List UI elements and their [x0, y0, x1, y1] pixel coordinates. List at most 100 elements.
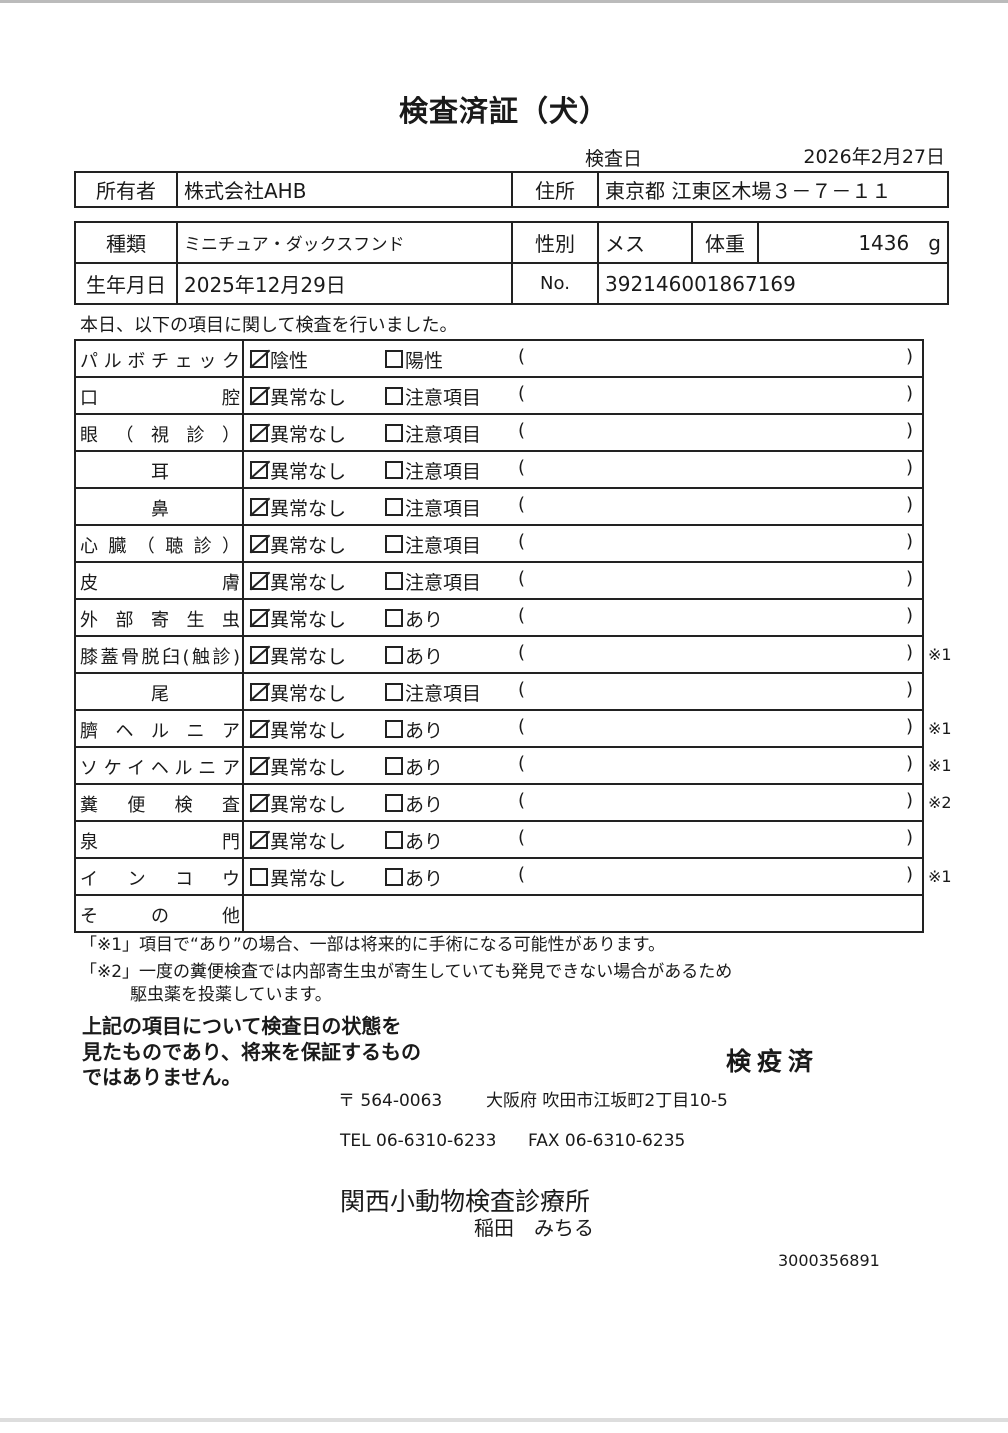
checkbox-icon[interactable]: [385, 831, 403, 849]
exam-option-abnormal[interactable]: 注意項目: [385, 531, 481, 558]
checkbox-icon[interactable]: [250, 424, 268, 442]
disclaimer-line-3: ではありません。: [82, 1065, 242, 1089]
checkbox-icon[interactable]: [385, 498, 403, 516]
exam-option-abnormal[interactable]: 注意項目: [385, 679, 481, 706]
remarks-open-paren: (: [518, 420, 526, 441]
column-divider: [242, 711, 244, 748]
sex-label: 性別: [511, 221, 599, 264]
exam-item-name: その他: [80, 906, 240, 927]
exam-option-abnormal[interactable]: あり: [385, 605, 443, 632]
checkbox-icon[interactable]: [250, 350, 268, 368]
option-label: 注意項目: [405, 535, 482, 557]
exam-option-normal[interactable]: 異常なし: [250, 605, 346, 632]
exam-option-normal[interactable]: 異常なし: [250, 716, 346, 743]
address-label: 住所: [511, 171, 599, 208]
exam-option-normal[interactable]: 異常なし: [250, 531, 346, 558]
option-label: 異常なし: [270, 461, 347, 483]
remarks-open-paren: (: [518, 864, 526, 885]
exam-option-abnormal[interactable]: 注意項目: [385, 383, 481, 410]
exam-row: 心臓（聴診） 異常なし 注意項目 (): [76, 526, 922, 563]
exam-option-abnormal[interactable]: 陽性: [385, 346, 443, 373]
checkbox-icon[interactable]: [385, 646, 403, 664]
checkbox-icon[interactable]: [385, 683, 403, 701]
remarks-close-paren: ): [906, 346, 914, 367]
column-divider: [242, 674, 244, 711]
exam-option-normal[interactable]: 異常なし: [250, 383, 346, 410]
checkbox-icon[interactable]: [385, 387, 403, 405]
checkbox-icon[interactable]: [250, 461, 268, 479]
checkbox-icon[interactable]: [385, 609, 403, 627]
checkbox-icon[interactable]: [385, 794, 403, 812]
dob-value: 2025年12月29日: [176, 262, 513, 305]
column-divider: [242, 822, 244, 859]
exam-option-normal[interactable]: 異常なし: [250, 568, 346, 595]
remarks-open-paren: (: [518, 790, 526, 811]
weight-unit: g: [928, 230, 941, 255]
checkbox-icon[interactable]: [250, 831, 268, 849]
column-divider: [242, 748, 244, 785]
remarks-open-paren: (: [518, 827, 526, 848]
exam-option-abnormal[interactable]: あり: [385, 827, 443, 854]
checkbox-icon[interactable]: [250, 757, 268, 775]
remarks-close-paren: ): [906, 383, 914, 404]
column-divider: [242, 378, 244, 415]
exam-option-normal[interactable]: 異常なし: [250, 864, 346, 891]
checkbox-icon[interactable]: [250, 572, 268, 590]
exam-option-normal[interactable]: 異常なし: [250, 457, 346, 484]
checkbox-icon[interactable]: [385, 350, 403, 368]
no-value: 392146001867169: [597, 262, 949, 305]
disclaimer-line-2: 見たものであり、将来を保証するもの: [82, 1040, 421, 1064]
checkbox-icon[interactable]: [385, 461, 403, 479]
exam-option-normal[interactable]: 異常なし: [250, 420, 346, 447]
exam-option-normal[interactable]: 異常なし: [250, 827, 346, 854]
checkbox-icon[interactable]: [385, 572, 403, 590]
checkbox-icon[interactable]: [250, 535, 268, 553]
checkbox-icon[interactable]: [250, 868, 268, 886]
exam-option-abnormal[interactable]: あり: [385, 642, 443, 669]
checkbox-icon[interactable]: [385, 757, 403, 775]
option-label: 陽性: [405, 350, 444, 372]
exam-option-normal[interactable]: 陰性: [250, 346, 308, 373]
checkbox-icon[interactable]: [385, 424, 403, 442]
checkbox-icon[interactable]: [250, 646, 268, 664]
checkbox-icon[interactable]: [250, 720, 268, 738]
clinic-tel: TEL 06-6310-6233: [340, 1131, 497, 1151]
exam-option-abnormal[interactable]: 注意項目: [385, 420, 481, 447]
exam-item-name: 眼（視診）: [80, 425, 240, 446]
option-label: 異常なし: [270, 757, 347, 779]
veterinarian-name: 稲田 みちる: [474, 1216, 594, 1240]
remarks-open-paren: (: [518, 346, 526, 367]
column-divider: [242, 526, 244, 563]
checkbox-icon[interactable]: [250, 498, 268, 516]
footnote-marker: ※1: [928, 645, 952, 664]
checkbox-icon[interactable]: [250, 683, 268, 701]
exam-option-normal[interactable]: 異常なし: [250, 494, 346, 521]
exam-option-normal[interactable]: 異常なし: [250, 642, 346, 669]
exam-option-abnormal[interactable]: あり: [385, 753, 443, 780]
exam-item-name: 尾: [151, 684, 169, 705]
footnote-marker: ※1: [928, 867, 952, 886]
checkbox-icon[interactable]: [385, 868, 403, 886]
exam-option-abnormal[interactable]: 注意項目: [385, 494, 481, 521]
checkbox-icon[interactable]: [385, 720, 403, 738]
exam-option-abnormal[interactable]: あり: [385, 716, 443, 743]
exam-row: パルボチェック 陰性 陽性 (): [76, 341, 922, 378]
exam-option-abnormal[interactable]: あり: [385, 790, 443, 817]
exam-option-normal[interactable]: 異常なし: [250, 679, 346, 706]
exam-item-name: 鼻: [151, 499, 169, 520]
checkbox-icon[interactable]: [250, 609, 268, 627]
exam-option-normal[interactable]: 異常なし: [250, 753, 346, 780]
remarks-open-paren: (: [518, 494, 526, 515]
checkbox-icon[interactable]: [250, 794, 268, 812]
exam-option-abnormal[interactable]: 注意項目: [385, 457, 481, 484]
option-label: 陰性: [270, 350, 309, 372]
exam-option-abnormal[interactable]: 注意項目: [385, 568, 481, 595]
exam-option-abnormal[interactable]: あり: [385, 864, 443, 891]
checkbox-icon[interactable]: [250, 387, 268, 405]
column-divider: [242, 415, 244, 452]
checkbox-icon[interactable]: [385, 535, 403, 553]
column-divider: [242, 452, 244, 489]
column-divider: [242, 637, 244, 674]
remarks-open-paren: (: [518, 642, 526, 663]
exam-option-normal[interactable]: 異常なし: [250, 790, 346, 817]
